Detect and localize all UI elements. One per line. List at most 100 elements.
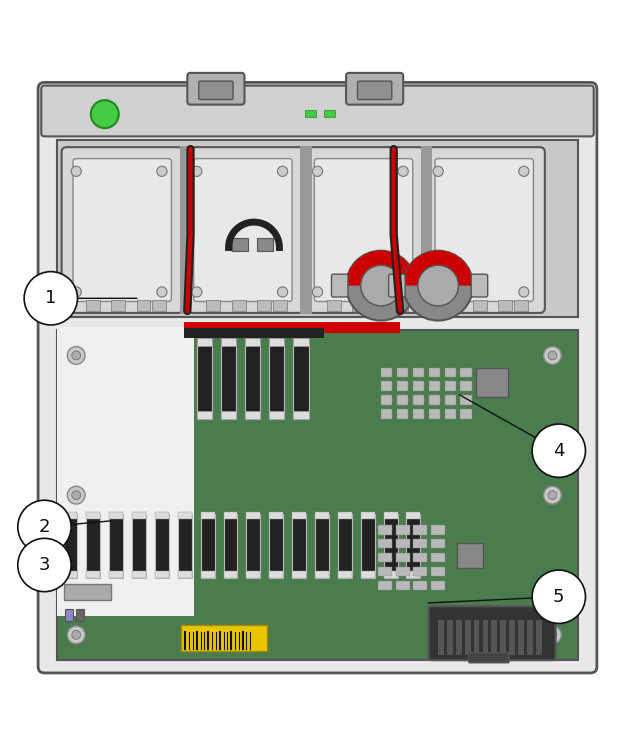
FancyBboxPatch shape xyxy=(469,652,509,663)
FancyBboxPatch shape xyxy=(338,571,352,577)
FancyBboxPatch shape xyxy=(536,620,542,655)
FancyBboxPatch shape xyxy=(132,512,146,518)
FancyBboxPatch shape xyxy=(456,620,462,655)
FancyBboxPatch shape xyxy=(361,571,375,577)
Text: 4: 4 xyxy=(553,442,565,460)
FancyBboxPatch shape xyxy=(447,620,453,655)
FancyBboxPatch shape xyxy=(245,339,260,346)
FancyBboxPatch shape xyxy=(444,381,456,391)
FancyBboxPatch shape xyxy=(246,512,260,518)
FancyBboxPatch shape xyxy=(361,515,375,577)
FancyBboxPatch shape xyxy=(300,146,312,314)
FancyBboxPatch shape xyxy=(64,512,77,518)
Circle shape xyxy=(18,539,71,592)
FancyBboxPatch shape xyxy=(527,620,533,655)
FancyBboxPatch shape xyxy=(397,395,408,405)
Circle shape xyxy=(544,626,561,643)
Circle shape xyxy=(532,424,585,477)
Circle shape xyxy=(277,287,288,297)
FancyBboxPatch shape xyxy=(413,553,427,562)
Text: 3: 3 xyxy=(39,556,50,574)
FancyBboxPatch shape xyxy=(269,343,284,419)
FancyBboxPatch shape xyxy=(378,539,392,548)
FancyBboxPatch shape xyxy=(483,620,488,655)
FancyBboxPatch shape xyxy=(381,410,392,419)
FancyBboxPatch shape xyxy=(429,368,440,377)
FancyBboxPatch shape xyxy=(269,512,283,518)
FancyBboxPatch shape xyxy=(86,512,100,518)
FancyBboxPatch shape xyxy=(57,139,578,318)
FancyBboxPatch shape xyxy=(257,238,273,251)
Circle shape xyxy=(312,287,323,297)
Circle shape xyxy=(403,251,473,321)
FancyBboxPatch shape xyxy=(378,300,392,311)
FancyBboxPatch shape xyxy=(431,581,445,590)
FancyBboxPatch shape xyxy=(184,322,324,333)
FancyBboxPatch shape xyxy=(431,525,445,535)
FancyBboxPatch shape xyxy=(206,300,220,311)
FancyBboxPatch shape xyxy=(64,515,77,577)
FancyBboxPatch shape xyxy=(413,539,427,548)
Circle shape xyxy=(67,626,85,643)
FancyBboxPatch shape xyxy=(152,300,166,311)
FancyBboxPatch shape xyxy=(414,274,431,297)
FancyBboxPatch shape xyxy=(424,147,545,313)
FancyBboxPatch shape xyxy=(178,515,192,577)
FancyBboxPatch shape xyxy=(155,512,169,518)
Circle shape xyxy=(72,491,81,500)
FancyBboxPatch shape xyxy=(406,571,420,577)
FancyBboxPatch shape xyxy=(178,512,192,518)
Circle shape xyxy=(544,486,561,504)
FancyBboxPatch shape xyxy=(86,571,100,577)
FancyBboxPatch shape xyxy=(224,571,237,577)
FancyBboxPatch shape xyxy=(397,368,408,377)
FancyBboxPatch shape xyxy=(381,395,392,405)
FancyBboxPatch shape xyxy=(429,395,440,405)
FancyBboxPatch shape xyxy=(246,515,260,577)
FancyBboxPatch shape xyxy=(292,512,306,518)
FancyBboxPatch shape xyxy=(448,300,462,311)
Circle shape xyxy=(346,251,416,321)
FancyBboxPatch shape xyxy=(199,81,233,100)
FancyBboxPatch shape xyxy=(460,381,472,391)
FancyBboxPatch shape xyxy=(187,73,244,105)
FancyBboxPatch shape xyxy=(109,515,123,577)
FancyBboxPatch shape xyxy=(431,539,445,548)
FancyBboxPatch shape xyxy=(406,512,420,518)
FancyBboxPatch shape xyxy=(413,368,424,377)
Circle shape xyxy=(71,166,81,176)
Circle shape xyxy=(433,166,443,176)
FancyBboxPatch shape xyxy=(514,300,528,311)
FancyBboxPatch shape xyxy=(293,339,309,346)
FancyBboxPatch shape xyxy=(413,567,427,577)
FancyBboxPatch shape xyxy=(346,73,403,105)
FancyBboxPatch shape xyxy=(429,410,440,419)
FancyBboxPatch shape xyxy=(194,159,292,302)
FancyBboxPatch shape xyxy=(338,515,352,577)
FancyBboxPatch shape xyxy=(397,410,408,419)
FancyBboxPatch shape xyxy=(473,300,487,311)
FancyBboxPatch shape xyxy=(269,515,283,577)
FancyBboxPatch shape xyxy=(269,339,284,346)
FancyBboxPatch shape xyxy=(431,567,445,577)
FancyBboxPatch shape xyxy=(109,512,123,518)
FancyBboxPatch shape xyxy=(221,343,236,419)
FancyBboxPatch shape xyxy=(76,610,84,621)
FancyBboxPatch shape xyxy=(378,553,392,562)
Circle shape xyxy=(532,570,585,623)
FancyBboxPatch shape xyxy=(269,571,283,577)
FancyBboxPatch shape xyxy=(413,395,424,405)
FancyBboxPatch shape xyxy=(491,620,497,655)
FancyBboxPatch shape xyxy=(396,581,410,590)
FancyBboxPatch shape xyxy=(421,146,432,314)
Circle shape xyxy=(361,265,401,306)
Circle shape xyxy=(277,166,288,176)
FancyBboxPatch shape xyxy=(132,571,146,577)
FancyBboxPatch shape xyxy=(381,368,392,377)
FancyBboxPatch shape xyxy=(292,515,306,577)
FancyBboxPatch shape xyxy=(180,146,191,314)
FancyBboxPatch shape xyxy=(413,381,424,391)
Circle shape xyxy=(398,166,408,176)
FancyBboxPatch shape xyxy=(384,512,398,518)
FancyBboxPatch shape xyxy=(438,620,444,655)
